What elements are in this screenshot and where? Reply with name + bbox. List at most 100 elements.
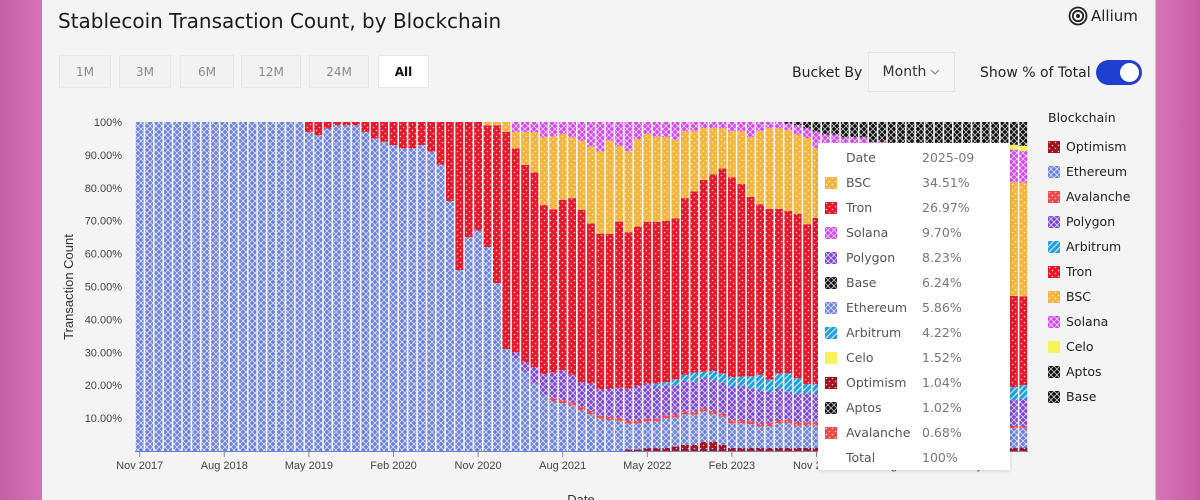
- bar-segment-polygon[interactable]: [690, 381, 699, 412]
- range-6m-button[interactable]: 6M: [180, 55, 234, 88]
- bar-month[interactable]: [211, 122, 219, 451]
- bar-month[interactable]: [511, 122, 520, 451]
- bar-month[interactable]: [408, 122, 417, 451]
- bar-month[interactable]: [605, 122, 614, 451]
- bar-segment-optimism[interactable]: [756, 447, 764, 451]
- bar-segment-ethereum[interactable]: [286, 122, 294, 451]
- bar-segment-base[interactable]: [803, 122, 811, 129]
- bar-month[interactable]: [201, 122, 210, 451]
- bar-segment-solana[interactable]: [690, 122, 699, 132]
- bar-segment-ethereum[interactable]: [643, 421, 652, 449]
- bar-month[interactable]: [446, 122, 454, 451]
- bar-segment-optimism[interactable]: [662, 448, 670, 451]
- bar-month[interactable]: [1010, 122, 1018, 451]
- bar-segment-avalanche[interactable]: [775, 419, 783, 424]
- bar-segment-ethereum[interactable]: [624, 423, 633, 450]
- bar-segment-ethereum[interactable]: [1010, 428, 1018, 448]
- bar-month[interactable]: [502, 122, 511, 451]
- bar-month[interactable]: [643, 122, 652, 451]
- bar-segment-solana[interactable]: [728, 122, 736, 132]
- legend-item-base[interactable]: Base: [1048, 384, 1130, 409]
- bar-segment-aptos[interactable]: [887, 140, 896, 144]
- bar-month[interactable]: [182, 122, 191, 451]
- bar-segment-ethereum[interactable]: [342, 125, 351, 451]
- bar-segment-tron[interactable]: [502, 131, 511, 350]
- bar-month[interactable]: [267, 122, 276, 451]
- bar-segment-ethereum[interactable]: [577, 410, 586, 451]
- bar-segment-solana[interactable]: [775, 122, 783, 129]
- bar-segment-solana[interactable]: [530, 122, 539, 133]
- bar-month[interactable]: [305, 122, 313, 451]
- bar-month[interactable]: [549, 122, 558, 451]
- bar-month[interactable]: [681, 122, 689, 451]
- bar-segment-base[interactable]: [897, 122, 905, 141]
- bar-segment-tron[interactable]: [652, 221, 661, 384]
- bar-segment-ethereum[interactable]: [671, 417, 680, 447]
- bar-segment-ethereum[interactable]: [399, 148, 407, 451]
- bar-month[interactable]: [1019, 122, 1028, 451]
- bar-segment-ethereum[interactable]: [803, 425, 811, 448]
- bar-segment-arbitrum[interactable]: [746, 376, 755, 389]
- bar-month[interactable]: [239, 122, 247, 451]
- bar-segment-tron[interactable]: [342, 122, 351, 126]
- bar-segment-bsc[interactable]: [756, 131, 764, 205]
- bar-month[interactable]: [690, 122, 699, 451]
- bar-segment-solana[interactable]: [1019, 150, 1028, 183]
- bar-segment-ethereum[interactable]: [333, 125, 341, 451]
- bar-segment-polygon[interactable]: [812, 393, 821, 423]
- bar-segment-solana[interactable]: [784, 123, 793, 130]
- bar-month[interactable]: [173, 122, 182, 451]
- allium-logo[interactable]: Allium: [1068, 6, 1138, 26]
- bar-segment-optimism[interactable]: [652, 448, 661, 451]
- bar-segment-bsc[interactable]: [746, 136, 755, 197]
- bar-segment-ethereum[interactable]: [267, 122, 276, 451]
- bar-segment-bsc[interactable]: [803, 137, 811, 225]
- legend-item-solana[interactable]: Solana: [1048, 309, 1130, 334]
- bar-segment-solana[interactable]: [812, 131, 821, 148]
- bar-segment-bsc[interactable]: [483, 122, 492, 126]
- bar-segment-optimism[interactable]: [784, 447, 793, 451]
- bar-segment-ethereum[interactable]: [211, 122, 219, 451]
- bar-segment-base[interactable]: [916, 122, 924, 144]
- bar-segment-ethereum[interactable]: [276, 122, 285, 451]
- bar-segment-tron[interactable]: [511, 148, 520, 353]
- bar-month[interactable]: [276, 122, 285, 451]
- legend-item-celo[interactable]: Celo: [1048, 334, 1130, 359]
- bar-segment-base[interactable]: [953, 122, 962, 144]
- bar-segment-polygon[interactable]: [587, 383, 595, 412]
- bar-month[interactable]: [474, 122, 482, 451]
- bar-segment-bsc[interactable]: [775, 128, 783, 209]
- bar-segment-ethereum[interactable]: [474, 230, 482, 451]
- bar-segment-tron[interactable]: [624, 232, 633, 389]
- bar-month[interactable]: [718, 122, 727, 451]
- bar-segment-ethereum[interactable]: [314, 135, 323, 451]
- bar-segment-optimism[interactable]: [775, 447, 783, 451]
- bar-segment-solana[interactable]: [540, 122, 548, 138]
- bar-segment-ethereum[interactable]: [305, 131, 313, 451]
- legend-item-tron[interactable]: Tron: [1048, 259, 1130, 284]
- bar-month[interactable]: [812, 122, 821, 451]
- bar-segment-ethereum[interactable]: [370, 138, 379, 451]
- bar-segment-polygon[interactable]: [530, 367, 539, 384]
- bar-segment-ethereum[interactable]: [530, 383, 539, 451]
- bar-segment-arbitrum[interactable]: [765, 379, 774, 393]
- bar-segment-avalanche[interactable]: [558, 400, 567, 404]
- bar-segment-ethereum[interactable]: [220, 122, 229, 451]
- bar-segment-optimism[interactable]: [634, 449, 642, 451]
- bar-month[interactable]: [192, 122, 200, 451]
- bar-segment-optimism[interactable]: [812, 447, 821, 451]
- bar-segment-solana[interactable]: [746, 122, 755, 137]
- bar-segment-arbitrum[interactable]: [662, 382, 670, 386]
- bar-segment-polygon[interactable]: [596, 389, 605, 416]
- bar-segment-bsc[interactable]: [709, 128, 717, 175]
- bar-segment-avalanche[interactable]: [737, 419, 746, 424]
- bar-segment-tron[interactable]: [812, 217, 821, 384]
- bar-month[interactable]: [248, 122, 257, 451]
- bar-segment-tron[interactable]: [709, 174, 717, 372]
- bar-segment-optimism[interactable]: [728, 447, 736, 451]
- bar-segment-solana[interactable]: [681, 122, 689, 132]
- bar-segment-arbitrum[interactable]: [1010, 386, 1018, 400]
- bar-segment-tron[interactable]: [596, 233, 605, 390]
- bar-segment-tron[interactable]: [323, 122, 332, 129]
- bar-segment-avalanche[interactable]: [765, 423, 774, 427]
